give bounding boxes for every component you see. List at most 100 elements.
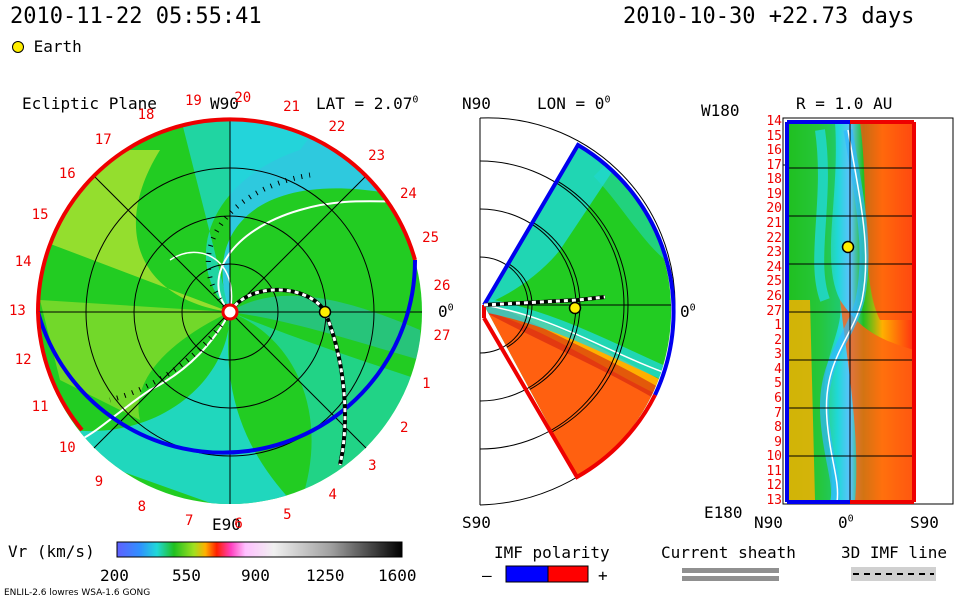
radial-carrington-label: 27 <box>766 303 782 319</box>
radial-carrington-label: 1 <box>774 318 782 334</box>
ecliptic-carrington-label: 15 <box>31 207 49 224</box>
colorbar-tick-1600: 1600 <box>378 566 417 585</box>
imf-positive-swatch <box>547 565 589 583</box>
ecliptic-top-label: W90 <box>210 94 239 113</box>
ecliptic-carrington-label: 17 <box>94 132 112 149</box>
ecliptic-plane-plot <box>35 117 422 504</box>
ecliptic-carrington-label: 21 <box>283 98 300 115</box>
earth-marker-ecliptic <box>318 305 332 319</box>
meridional-grid <box>479 117 676 506</box>
radial-carrington-label: 18 <box>766 172 782 188</box>
radial-carrington-label: 11 <box>766 463 782 479</box>
radial-carrington-label: 10 <box>766 449 782 465</box>
current-sheath-swatch-bottom <box>682 576 779 581</box>
radial-carrington-label: 2 <box>774 332 782 348</box>
imf-polarity-label: IMF polarity <box>494 543 610 562</box>
radial-carrington-label: 5 <box>774 376 782 392</box>
radial-time-plot <box>782 117 954 505</box>
earth-legend-label: Earth <box>33 37 82 56</box>
ecliptic-carrington-label: 2 <box>399 420 409 437</box>
ecliptic-carrington-label: 24 <box>399 185 417 202</box>
radial-axis-north: N90 <box>754 513 783 532</box>
ecliptic-carrington-label: 22 <box>328 118 346 135</box>
radial-carrington-label: 7 <box>774 405 782 421</box>
ecliptic-carrington-label: 5 <box>283 507 292 524</box>
imf-plus-label: + <box>598 566 608 585</box>
radial-axis-south: S90 <box>910 513 939 532</box>
colorbar-label: Vr (km/s) <box>8 542 95 561</box>
ecliptic-carrington-label: 8 <box>137 498 147 515</box>
ecliptic-carrington-label: 12 <box>14 352 32 369</box>
earth-legend-icon <box>12 41 24 53</box>
meridional-south-label: S90 <box>462 513 491 532</box>
ecliptic-carrington-label: 25 <box>422 230 439 247</box>
radial-carrington-label: 26 <box>766 288 782 304</box>
earth-marker-meridional <box>568 301 582 315</box>
ecliptic-carrington-label: 4 <box>328 487 337 504</box>
colorbar-tick-550: 550 <box>172 566 201 585</box>
radial-bottom-label: E180 <box>704 503 743 522</box>
meridional-north-label: N90 <box>462 94 491 113</box>
ecliptic-carrington-label: 11 <box>31 398 49 415</box>
imf-negative-swatch <box>505 565 549 583</box>
ecliptic-carrington-label: 20 <box>234 90 252 107</box>
ecliptic-carrington-label: 26 <box>433 278 451 295</box>
earth-legend: Earth <box>12 37 82 56</box>
model-label: ENLIL-2.6 lowres WSA-1.6 GONG <box>4 588 151 598</box>
radial-carrington-label: 23 <box>766 245 782 261</box>
current-sheath-label: Current sheath <box>661 543 796 562</box>
radial-carrington-label: 12 <box>766 478 782 494</box>
radial-grid <box>782 117 954 505</box>
ecliptic-carrington-label: 10 <box>58 439 76 456</box>
ecliptic-bottom-label: E90 <box>212 515 241 534</box>
radial-axis-zero: 00 <box>838 513 854 532</box>
ecliptic-title: Ecliptic Plane <box>22 94 157 113</box>
radial-top-label: W180 <box>701 101 740 120</box>
ecliptic-carrington-label: 13 <box>9 303 26 319</box>
meridional-lon-label: LON = 00 <box>537 94 611 113</box>
radial-carrington-label: 3 <box>774 347 782 363</box>
sun-icon <box>221 303 239 321</box>
earth-marker-radial <box>841 240 855 254</box>
imf-minus-label: – <box>482 566 492 585</box>
radial-carrington-label: 19 <box>766 186 782 202</box>
ecliptic-carrington-label: 16 <box>58 166 76 183</box>
ecliptic-carrington-label: 7 <box>185 512 194 529</box>
reference-date: 2010-10-30 +22.73 days <box>623 4 915 29</box>
radial-carrington-label: 9 <box>774 434 782 450</box>
ecliptic-carrington-label: 14 <box>14 253 32 270</box>
radial-carrington-label: 8 <box>774 420 782 436</box>
ecliptic-carrington-label: 1 <box>422 375 431 392</box>
ecliptic-carrington-label: 19 <box>185 93 202 110</box>
radial-carrington-label: 13 <box>766 493 782 508</box>
meridional-right-label: 00 <box>680 302 696 321</box>
ecliptic-carrington-label: 9 <box>94 473 104 490</box>
radial-carrington-label: 20 <box>766 201 782 217</box>
radial-carrington-label: 25 <box>766 274 782 290</box>
radial-carrington-label: 21 <box>766 216 782 232</box>
radial-carrington-label: 4 <box>774 361 782 377</box>
colorbar-tick-200: 200 <box>100 566 129 585</box>
ecliptic-carrington-label: 3 <box>368 457 377 474</box>
ecliptic-carrington-label: 6 <box>234 515 243 532</box>
radial-carrington-label: 15 <box>766 128 782 144</box>
imf-line-label: 3D IMF line <box>841 543 947 562</box>
ecliptic-carrington-label: 27 <box>433 327 451 344</box>
timestamp: 2010-11-22 05:55:41 <box>10 4 262 29</box>
ecliptic-negative-boundary <box>36 259 418 455</box>
radial-carrington-label: 17 <box>766 157 782 173</box>
colorbar-tick-900: 900 <box>241 566 270 585</box>
radial-title: R = 1.0 AU <box>796 94 893 113</box>
ecliptic-carrington-label: 18 <box>137 107 155 124</box>
ecliptic-carrington-label: 23 <box>368 148 386 165</box>
ecliptic-positive-boundary <box>35 117 417 313</box>
radial-carrington-label: 16 <box>766 143 782 159</box>
ecliptic-lat-label: LAT = 2.070 <box>316 94 419 113</box>
colorbar-tick-1250: 1250 <box>306 566 345 585</box>
radial-carrington-label: 14 <box>766 114 782 129</box>
imf-line-swatch <box>851 567 936 581</box>
ecliptic-right-label: 00 <box>438 302 454 321</box>
velocity-colorbar <box>116 541 403 558</box>
radial-carrington-label: 24 <box>766 259 782 275</box>
